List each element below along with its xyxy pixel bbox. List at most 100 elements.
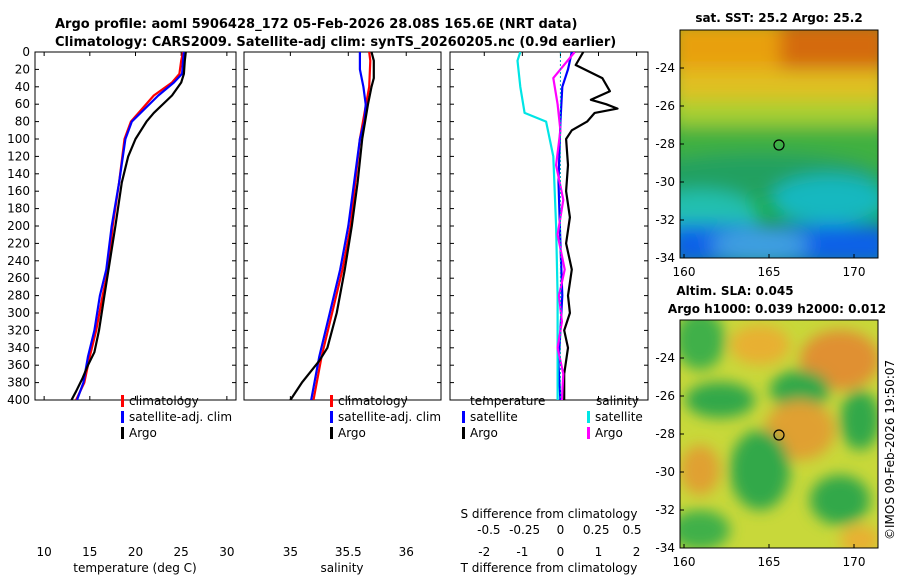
map-y-tick-label: -28 <box>655 427 675 441</box>
legend-label-t-argo: Argo <box>470 426 498 440</box>
depth-tick-label: 240 <box>7 254 30 268</box>
depth-tick-label: 180 <box>7 202 30 216</box>
depth-tick-label: 320 <box>7 323 30 337</box>
series-line-satellite-adj-clim <box>75 52 185 400</box>
x-tick-label: 25 <box>174 545 189 559</box>
sla-map: Altim. SLA: 0.045 Argo h1000: 0.039 h200… <box>655 284 886 569</box>
depth-tick-label: 20 <box>15 62 30 76</box>
x-tick-label: 20 <box>128 545 143 559</box>
figure-title-line1: Argo profile: aoml 5906428_172 05-Feb-20… <box>55 17 577 32</box>
depth-tick-label: 160 <box>7 184 30 198</box>
legend-label-satellite: satellite-adj. clim <box>129 410 232 424</box>
sla-map-title: Altim. SLA: 0.045 <box>676 284 793 298</box>
sst-argo-marker <box>773 139 785 151</box>
series-line-t-satellite <box>557 52 573 400</box>
series-line-argo <box>289 52 375 400</box>
depth-tick-label: 380 <box>7 376 30 390</box>
depth-tick-label: 80 <box>15 115 30 129</box>
x-tick-label: 30 <box>219 545 234 559</box>
depth-tick-label: 40 <box>15 80 30 94</box>
x-tick-label: -1 <box>516 545 528 559</box>
legend-swatch-t-satellite <box>462 411 465 423</box>
legend-label-climatology: climatology <box>338 394 408 408</box>
depth-tick-label: 200 <box>7 219 30 233</box>
salinity-panel: 35 35.5 36 salinity climatology satellite-… <box>243 51 442 575</box>
series-line-satellite-adj-clim <box>310 52 367 400</box>
salinity-axes-box <box>243 51 442 401</box>
legend-label-s-argo: Argo <box>595 426 623 440</box>
s-tick-label: -0.5 <box>477 523 500 537</box>
legend-swatch-satellite <box>330 411 333 423</box>
s-tick-label: 0 <box>557 523 565 537</box>
map-y-tick-label: -24 <box>655 61 675 75</box>
sst-field <box>680 30 878 258</box>
x-tick-label: 36 <box>399 545 414 559</box>
series-line-argo <box>70 52 187 400</box>
sst-map: sat. SST: 25.2 Argo: 25.2 -24 -26 -28 -30 -3… <box>655 11 879 279</box>
sla-field <box>680 320 878 548</box>
map-y-tick-label: -32 <box>655 213 675 227</box>
map-x-tick-label: 160 <box>673 555 696 569</box>
sst-map-y-ticks: -24 -26 -28 -30 -32 -34 <box>655 61 684 265</box>
legend-label-argo: Argo <box>338 426 366 440</box>
map-x-tick-label: 170 <box>843 555 866 569</box>
temperature-axes-box <box>34 51 237 401</box>
sla-map-subtitle: Argo h1000: 0.039 h2000: 0.012 <box>668 302 886 316</box>
depth-tick-label: 280 <box>7 289 30 303</box>
map-x-tick-label: 165 <box>758 555 781 569</box>
temperature-xlabel: temperature (deg C) <box>73 561 196 575</box>
depth-tick-label: 220 <box>7 236 30 250</box>
depth-tick-label: 60 <box>15 97 30 111</box>
map-y-tick-label: -26 <box>655 99 675 113</box>
depth-tick-label: 400 <box>7 393 30 407</box>
series-line-s-satellite <box>516 52 559 400</box>
imos-timestamp: ©IMOS 09-Feb-2026 19:50:07 <box>883 360 897 540</box>
x-tick-label: 35.5 <box>335 545 362 559</box>
s-tick-label: 0.5 <box>622 523 641 537</box>
difference-axes-box <box>449 51 649 401</box>
legend-label-argo: Argo <box>129 426 157 440</box>
map-y-tick-label: -32 <box>655 503 675 517</box>
legend-swatch-argo <box>121 427 124 439</box>
temperature-panel: 10 15 20 25 30 temperature (deg C) climatolo… <box>34 51 237 575</box>
salinity-xlabel: salinity <box>320 561 363 575</box>
salinity-x-ticks: 35 35.5 36 <box>283 52 414 559</box>
difference-xlabel-top: S difference from climatology <box>461 507 638 521</box>
map-x-tick-label: 165 <box>758 265 781 279</box>
difference-xlabel: T difference from climatology <box>460 561 638 575</box>
depth-tick-label: 0 <box>22 45 30 59</box>
temperature-legend: climatology satellite-adj. clim Argo <box>121 394 232 440</box>
map-y-tick-label: -24 <box>655 351 675 365</box>
sst-map-x-ticks: 160 165 170 <box>673 254 866 279</box>
legend-label-s-satellite: satellite <box>595 410 643 424</box>
x-tick-label: 15 <box>82 545 97 559</box>
map-y-tick-label: -34 <box>655 541 675 555</box>
figure-title-line2: Climatology: CARS2009. Satellite-adj cli… <box>55 35 616 50</box>
legend-label-t-satellite: satellite <box>470 410 518 424</box>
x-tick-label: 0 <box>557 545 565 559</box>
s-difference-ticks: -0.5 -0.25 0 0.25 0.5 <box>477 523 641 537</box>
difference-legend: temperature salinity satellite Argo sate… <box>462 394 643 440</box>
map-y-tick-label: -28 <box>655 137 675 151</box>
difference-lines <box>516 52 619 400</box>
salinity-lines <box>289 52 375 400</box>
depth-tick-label: 100 <box>7 132 30 146</box>
legend-swatch-satellite <box>121 411 124 423</box>
sla-map-x-ticks: 160 165 170 <box>673 544 866 569</box>
temperature-x-ticks: 10 15 20 25 30 <box>36 52 235 559</box>
s-tick-label: -0.25 <box>509 523 540 537</box>
legend-label-satellite: satellite-adj. clim <box>338 410 441 424</box>
x-tick-label: 2 <box>633 545 641 559</box>
difference-panel: -2 -1 0 1 2 T difference from climatology S … <box>449 51 649 575</box>
depth-tick-label: 360 <box>7 358 30 372</box>
depth-tick-label: 260 <box>7 271 30 285</box>
temperature-lines <box>70 52 187 400</box>
series-line-t-argo <box>563 52 619 400</box>
depth-tick-label: 140 <box>7 167 30 181</box>
map-y-tick-label: -34 <box>655 251 675 265</box>
s-tick-label: 0.25 <box>583 523 610 537</box>
sst-map-title: sat. SST: 25.2 Argo: 25.2 <box>695 11 862 25</box>
legend-swatch-t-argo <box>462 427 465 439</box>
map-x-tick-label: 170 <box>843 265 866 279</box>
map-x-tick-label: 160 <box>673 265 696 279</box>
